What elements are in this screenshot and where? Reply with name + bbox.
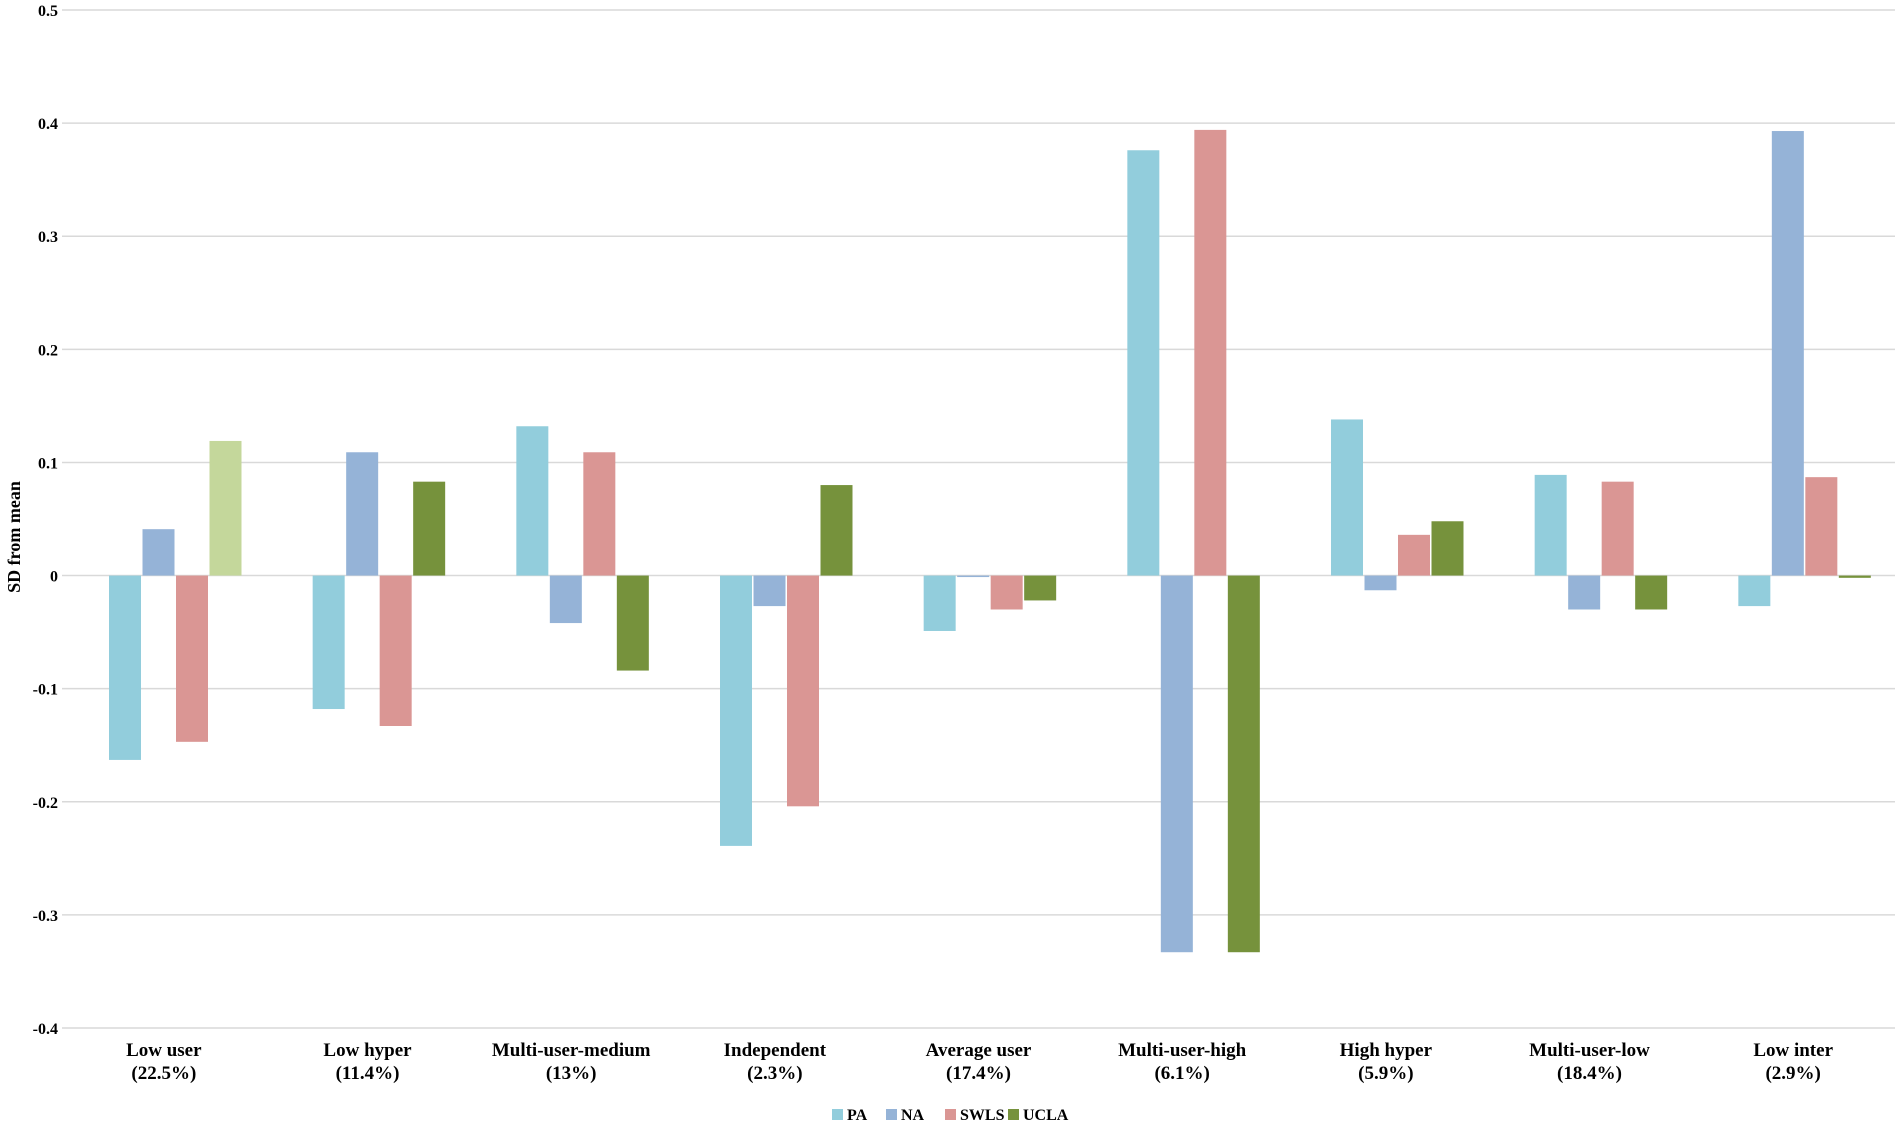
- y-tick-label: 0: [50, 569, 58, 586]
- bar-swls-3: [787, 575, 819, 807]
- bar-pa-2: [516, 426, 549, 576]
- bar-pa-6: [1331, 419, 1363, 576]
- bar-na-0: [142, 529, 175, 576]
- bar-pa-3: [720, 575, 752, 846]
- bar-na-7: [1568, 575, 1601, 610]
- y-tick-label: 0.5: [38, 3, 58, 20]
- legend-swatch-pa: [832, 1109, 843, 1120]
- bar-na-5: [1160, 575, 1193, 953]
- category-label: Multi-user-medium (13%): [492, 1040, 651, 1084]
- category-label: Low inter (2.9%): [1753, 1040, 1833, 1084]
- bar-ucla-8: [1838, 575, 1871, 578]
- bar-swls-0: [176, 575, 208, 742]
- y-tick-label: -0.3: [33, 908, 58, 925]
- y-tick-label: 0.3: [38, 229, 58, 246]
- bar-ucla-1: [413, 481, 446, 576]
- legend-label-swls: SWLS: [960, 1107, 1005, 1124]
- bar-na-8: [1771, 131, 1804, 576]
- bar-swls-1: [379, 575, 412, 726]
- bar-swls-7: [1601, 481, 1634, 576]
- bar-ucla-2: [616, 575, 649, 671]
- bar-ucla-3: [820, 485, 853, 576]
- bar-swls-2: [583, 452, 616, 576]
- bar-pa-7: [1534, 474, 1567, 576]
- y-axis-label: SD from mean: [4, 481, 24, 593]
- category-label: Low user (22.5%): [126, 1040, 202, 1084]
- y-tick-label: 0.4: [38, 116, 58, 133]
- bar-pa-4: [923, 575, 956, 631]
- legend-label-pa: PA: [847, 1107, 868, 1124]
- bars: [109, 129, 1871, 953]
- bar-ucla-6: [1431, 521, 1464, 576]
- bar-ucla-0: [209, 440, 242, 576]
- legend-swatch-swls: [945, 1109, 956, 1120]
- bar-pa-5: [1127, 150, 1160, 576]
- bar-na-6: [1364, 575, 1397, 591]
- category-label: Multi-user-high (6.1%): [1118, 1040, 1247, 1084]
- y-axis-ticks: -0.4 -0.3 -0.2 -0.1 0 0.1 0.2 0.3 0.4 0.5: [33, 3, 58, 1038]
- legend-swatch-na: [886, 1109, 897, 1120]
- legend-label-ucla: UCLA: [1023, 1107, 1069, 1124]
- y-tick-label: 0.1: [38, 455, 58, 472]
- legend: PA NA SWLS UCLA: [832, 1107, 1069, 1124]
- y-tick-label: -0.1: [33, 682, 58, 699]
- bar-ucla-4: [1024, 575, 1057, 601]
- bar-swls-4: [990, 575, 1023, 610]
- category-label: Multi-user-low (18.4%): [1529, 1040, 1650, 1084]
- bar-pa-1: [312, 575, 345, 710]
- bar-pa-8: [1738, 575, 1771, 607]
- bar-swls-8: [1805, 477, 1838, 576]
- bar-ucla-7: [1635, 575, 1668, 610]
- legend-label-na: NA: [901, 1107, 925, 1124]
- bar-swls-6: [1398, 534, 1430, 576]
- category-label: Independent (2.3%): [724, 1040, 827, 1084]
- legend-swatch-ucla: [1008, 1109, 1019, 1120]
- category-label: High hyper (5.9%): [1340, 1040, 1433, 1084]
- bar-pa-0: [109, 575, 141, 760]
- category-label: Average user (17.4%): [926, 1040, 1032, 1084]
- bar-swls-5: [1194, 129, 1227, 576]
- bar-na-4: [957, 575, 990, 578]
- x-axis-categories: Low user (22.5%) Low hyper (11.4%) Multi-use…: [126, 1040, 1833, 1084]
- y-tick-label: -0.4: [33, 1021, 58, 1038]
- bar-na-3: [753, 575, 786, 607]
- y-tick-label: -0.2: [33, 795, 58, 812]
- bar-na-1: [346, 452, 379, 576]
- bar-na-2: [549, 575, 582, 624]
- category-label: Low hyper (11.4%): [323, 1040, 412, 1084]
- bar-ucla-5: [1227, 575, 1260, 953]
- y-tick-label: 0.2: [38, 342, 58, 359]
